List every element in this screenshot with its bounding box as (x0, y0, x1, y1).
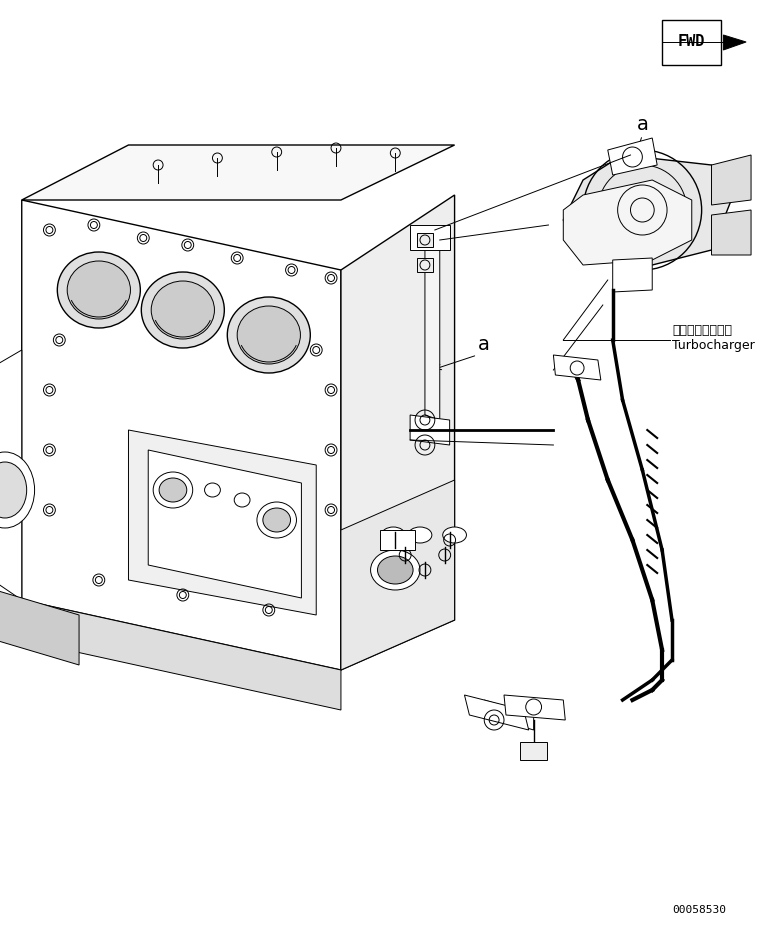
Ellipse shape (153, 472, 193, 508)
Ellipse shape (57, 252, 140, 328)
Polygon shape (563, 180, 692, 265)
Text: FWD: FWD (678, 34, 705, 49)
Polygon shape (723, 35, 746, 50)
Polygon shape (410, 415, 450, 445)
Polygon shape (22, 145, 455, 200)
Polygon shape (341, 480, 455, 670)
Ellipse shape (67, 261, 130, 319)
Text: a: a (636, 116, 648, 134)
Polygon shape (563, 155, 732, 265)
Ellipse shape (377, 556, 413, 584)
Polygon shape (0, 350, 22, 600)
Text: ターボチャージャ: ターボチャージャ (672, 323, 732, 336)
Text: Turbocharger: Turbocharger (672, 338, 755, 351)
Ellipse shape (408, 527, 432, 543)
Polygon shape (410, 225, 450, 250)
Ellipse shape (0, 462, 26, 518)
Ellipse shape (0, 452, 35, 528)
Polygon shape (22, 600, 341, 710)
Polygon shape (148, 450, 301, 598)
Ellipse shape (257, 502, 297, 538)
Polygon shape (22, 200, 341, 670)
Polygon shape (417, 258, 433, 272)
Polygon shape (553, 355, 601, 380)
Text: a: a (478, 336, 490, 354)
Polygon shape (613, 258, 653, 292)
Polygon shape (484, 700, 534, 730)
Polygon shape (662, 20, 722, 65)
Ellipse shape (234, 493, 250, 507)
Ellipse shape (381, 527, 405, 543)
Ellipse shape (141, 272, 224, 348)
Text: 00058530: 00058530 (672, 905, 726, 915)
Polygon shape (341, 195, 455, 670)
Ellipse shape (151, 281, 215, 339)
Polygon shape (711, 210, 751, 255)
Polygon shape (504, 695, 565, 720)
Ellipse shape (263, 508, 291, 532)
Polygon shape (0, 590, 79, 665)
Ellipse shape (443, 527, 467, 543)
Polygon shape (381, 530, 415, 550)
Ellipse shape (205, 483, 220, 497)
Polygon shape (417, 233, 433, 247)
Polygon shape (608, 138, 657, 175)
Polygon shape (711, 155, 751, 205)
Polygon shape (520, 742, 547, 760)
Ellipse shape (227, 297, 310, 373)
Ellipse shape (237, 306, 301, 364)
Polygon shape (129, 430, 316, 615)
Polygon shape (425, 235, 439, 420)
Polygon shape (464, 695, 529, 730)
Ellipse shape (159, 478, 187, 502)
Ellipse shape (370, 550, 420, 590)
